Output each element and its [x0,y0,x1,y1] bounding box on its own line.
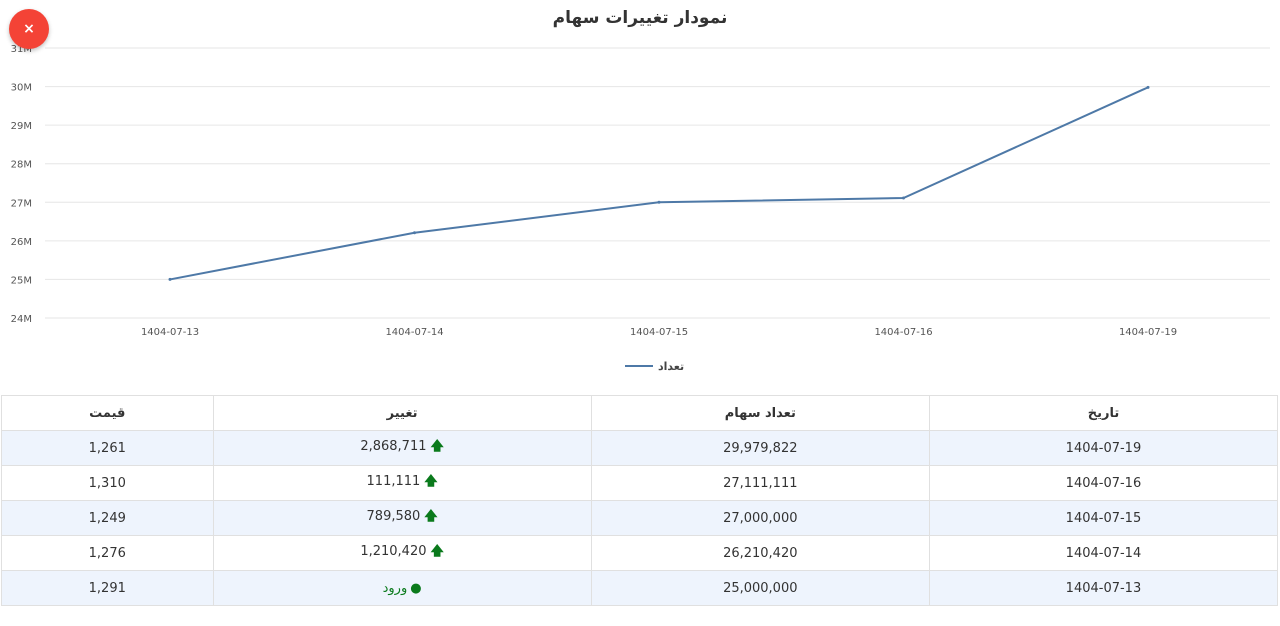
date-value: 1404-07-15 [1065,510,1142,526]
cell-change: 🡅2,868,711 [212,430,592,466]
table-row: 1404-07-16 27,111,111 🡅111,111 1,310 [1,465,1279,501]
x-tick-label: 1404-07-15 [630,327,688,338]
header-change[interactable]: تغییر [212,395,592,431]
y-tick-label: 29M [11,121,32,132]
count-value: 27,000,000 [723,510,798,526]
cell-change: 🡅789,580 [212,500,592,536]
date-value: 1404-07-13 [1065,580,1142,596]
table-row: 1404-07-15 27,000,000 🡅789,580 1,249 [1,500,1279,536]
y-tick-label: 31M [11,44,32,55]
price-value: 1,261 [88,440,126,456]
y-tick-label: 25M [11,275,32,286]
line-chart: 24M 25M 26M 27M 28M 29M 30M 31M 1404-07-13 1404-0… [11,44,1270,373]
chart-title: نمودار تغییرات سهام [552,8,728,28]
count-value: 26,210,420 [723,545,798,561]
arrow-up-icon: 🡅 [424,509,438,524]
data-point [902,196,905,200]
data-point [413,231,416,235]
price-value: 1,310 [88,475,126,491]
legend-label[interactable]: تعداد [658,360,684,373]
shares-table: تاریخ تعداد سهام تغییر قیمت 1404-07-19 29… [1,395,1279,606]
cell-date: 1404-07-19 [928,430,1279,466]
close-button[interactable]: × [9,9,49,49]
cell-date: 1404-07-16 [928,465,1279,501]
cell-change: 🡅111,111 [212,465,592,501]
date-value: 1404-07-19 [1065,440,1142,456]
count-value: 25,000,000 [723,580,798,596]
y-tick-label: 28M [11,160,32,171]
x-tick-label: 1404-07-16 [874,327,932,338]
change-value: 2,868,711 [360,439,427,454]
x-tick-label: 1404-07-14 [385,327,443,338]
cell-change: 🡅1,210,420 [212,535,592,571]
close-icon: × [23,21,35,37]
data-point [168,277,172,281]
cell-price: 1,310 [1,465,214,501]
cell-count: 25,000,000 [590,570,930,606]
data-point [657,200,661,204]
y-tick-label: 27M [11,198,32,209]
table-header-row: تاریخ تعداد سهام تغییر قیمت [1,395,1279,431]
series-line [169,86,1149,281]
change-value: 111,111 [366,474,421,489]
count-value: 27,111,111 [723,475,798,491]
header-count[interactable]: تعداد سهام [590,395,930,431]
y-tick-label: 24M [11,314,32,325]
cell-price: 1,261 [1,430,214,466]
y-tick-label: 26M [11,237,32,248]
cell-price: 1,291 [1,570,214,606]
cell-count: 27,111,111 [590,465,930,501]
change-value: ورود [382,580,408,596]
change-value: 1,210,420 [360,544,427,559]
cell-change: ●ورود [212,570,592,606]
data-point [1146,85,1150,89]
date-value: 1404-07-16 [1065,475,1142,491]
table-row: 1404-07-19 29,979,822 🡅2,868,711 1,261 [1,430,1279,466]
count-value: 29,979,822 [723,440,798,456]
cell-price: 1,276 [1,535,214,571]
x-tick-label: 1404-07-19 [1119,327,1177,338]
price-value: 1,291 [88,580,126,596]
cell-count: 29,979,822 [590,430,930,466]
table-row: 1404-07-14 26,210,420 🡅1,210,420 1,276 [1,535,1279,571]
x-tick-label: 1404-07-13 [141,327,199,338]
arrow-up-icon: 🡅 [430,544,444,559]
table-row: 1404-07-13 25,000,000 ●ورود 1,291 [1,570,1279,606]
header-price[interactable]: قیمت [1,395,214,431]
cell-date: 1404-07-15 [928,500,1279,536]
price-value: 1,276 [88,545,126,561]
arrow-up-icon: 🡅 [424,474,438,489]
cell-count: 26,210,420 [590,535,930,571]
cell-price: 1,249 [1,500,214,536]
date-value: 1404-07-14 [1065,545,1142,561]
pin-icon: ● [410,580,422,596]
cell-count: 27,000,000 [590,500,930,536]
y-tick-label: 30M [11,83,32,94]
cell-date: 1404-07-13 [928,570,1279,606]
price-value: 1,249 [88,510,126,526]
header-date[interactable]: تاریخ [928,395,1279,431]
arrow-up-icon: 🡅 [430,439,444,454]
change-value: 789,580 [366,509,421,524]
cell-date: 1404-07-14 [928,535,1279,571]
